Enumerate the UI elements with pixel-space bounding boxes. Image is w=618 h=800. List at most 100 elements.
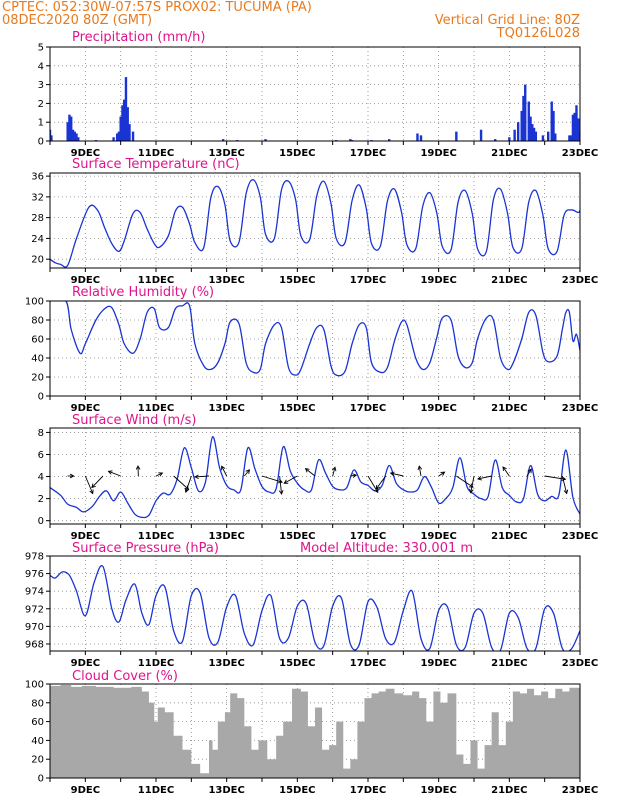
cloud-cover-xtick-label: 11DEC — [138, 785, 174, 796]
precip-bar — [66, 122, 69, 141]
precip-bar — [75, 133, 78, 141]
precipitation-xtick-label: 11DEC — [138, 148, 174, 159]
cloud-cover-frame — [49, 683, 581, 779]
wind-arrow-head — [469, 488, 474, 494]
precip-bar — [573, 112, 576, 141]
wind-arrow-head — [91, 483, 96, 489]
wind-arrow — [470, 475, 475, 493]
precip-bar — [529, 116, 532, 141]
wind-arrow — [477, 475, 492, 480]
wind-xtick-label: 23DEC — [562, 531, 598, 542]
precipitation-ytick-label: 2 — [38, 99, 44, 110]
wind-arrow — [526, 468, 532, 477]
wind-arrow-head — [389, 471, 395, 477]
precipitation-title: Precipitation (mm/h) — [72, 30, 205, 45]
wind-arrow-head — [561, 476, 567, 482]
wind-arrow-head — [69, 473, 75, 479]
wind-title: Surface Wind (m/s) — [72, 413, 196, 428]
precip-bar — [121, 105, 124, 141]
temperature-title: Surface Temperature (nC) — [72, 157, 240, 172]
temperature-ytick-label: 32 — [31, 192, 44, 203]
precip-bar — [416, 133, 419, 141]
wind-arrow — [91, 475, 104, 488]
precip-bar — [71, 129, 75, 141]
wind-arrow — [243, 469, 250, 477]
temperature-xtick-label: 23DEC — [562, 275, 598, 286]
precip-bar — [534, 131, 538, 141]
wind-arrow-head — [135, 465, 141, 470]
wind-line — [50, 436, 580, 519]
precip-bar — [119, 116, 122, 141]
wind-arrow-head — [245, 469, 251, 474]
pressure-xtick-label: 9DEC — [71, 658, 100, 669]
precip-bar — [554, 133, 557, 141]
humidity-xtick-label: 15DEC — [279, 403, 315, 414]
pressure-xtick-label: 19DEC — [420, 658, 456, 669]
wind-arrow — [390, 472, 404, 477]
precipitation-xtick-label: 15DEC — [279, 148, 315, 159]
precip-bar — [349, 139, 352, 141]
wind-arrow — [279, 475, 282, 494]
precip-bar — [131, 131, 135, 141]
precipitation-ytick-label: 5 — [38, 43, 44, 54]
pressure-ytick-label: 978 — [25, 552, 44, 563]
wind-arrow — [418, 466, 422, 477]
pressure-xtick-label: 21DEC — [491, 658, 527, 669]
humidity-ytick-label: 20 — [31, 373, 44, 384]
precip-bar — [569, 135, 573, 141]
precip-bar — [568, 135, 571, 141]
humidity-title: Relative Humidity (%) — [72, 285, 214, 300]
precip-bar — [221, 139, 225, 141]
precipitation-xtick-label: 19DEC — [420, 148, 456, 159]
cloud-cover-ytick-label: 40 — [31, 736, 44, 747]
humidity-xtick-label: 19DEC — [420, 403, 456, 414]
cloud-cover-ytick-label: 60 — [31, 717, 44, 728]
precipitation-xtick-label: 21DEC — [491, 148, 527, 159]
pressure-ytick-label: 970 — [25, 622, 44, 633]
temperature-frame — [49, 172, 581, 269]
precip-bar — [494, 139, 497, 141]
pressure-ytick-label: 974 — [25, 587, 44, 598]
pressure-frame — [49, 555, 581, 652]
wind-arrow — [544, 475, 566, 480]
model-altitude-label: Model Altitude: 330.001 m — [300, 541, 473, 556]
temperature-xtick-label: 9DEC — [71, 275, 100, 286]
wind-ytick-label: 6 — [38, 450, 44, 461]
pressure-title: Surface Pressure (hPa) — [72, 541, 219, 556]
precip-bar — [513, 129, 516, 141]
temperature-xtick-label: 13DEC — [208, 275, 244, 286]
cloud-cover-panel: 0 20 40 60 80 100 9DEC 11DEC 13DEC 15DEC 17DEC 19DE… — [25, 680, 598, 797]
pressure-ytick-label: 972 — [25, 604, 44, 615]
precip-bar — [455, 131, 458, 141]
wind-arrow — [221, 465, 228, 477]
cloud-cover-xtick-label: 19DEC — [420, 785, 456, 796]
wind-arrow — [185, 475, 192, 493]
precip-bar — [571, 114, 575, 141]
wind-arrow-head — [304, 468, 310, 473]
wind-arrow-head — [477, 475, 482, 481]
pressure-panel: 968 970 972 974 976 978 9DEC 11DEC 13DEC 15DEC 17D… — [25, 552, 598, 670]
precip-bar — [577, 118, 580, 141]
precipitation-xtick-label: 23DEC — [562, 148, 598, 159]
precip-bar — [508, 137, 511, 141]
precip-bar — [547, 131, 550, 141]
precip-bar — [578, 131, 580, 141]
wind-arrow-head — [331, 466, 337, 472]
wind-panel: 0 2 4 6 8 9DEC 11DEC 13DEC 15DEC 17DEC 19DEC 21DEC 2… — [38, 427, 598, 542]
wind-arrow — [438, 471, 445, 477]
wind-arrow-head — [158, 472, 164, 477]
pressure-line — [50, 564, 580, 651]
humidity-ytick-label: 80 — [31, 316, 44, 327]
precipitation-xtick-label: 17DEC — [350, 148, 386, 159]
wind-arrow-head — [352, 473, 358, 478]
precipitation-panel: 0 1 2 3 4 5 9DEC 11DEC 13DEC 15DEC 17DEC 19DEC 21DEC… — [38, 43, 599, 160]
wind-arrow-head — [89, 489, 94, 495]
wind-arrow — [155, 472, 163, 477]
wind-arrow-head — [283, 479, 289, 484]
temperature-xtick-label: 19DEC — [420, 275, 456, 286]
precip-bar — [479, 129, 483, 141]
humidity-ytick-label: 0 — [38, 392, 44, 403]
cloud-cover-xtick-label: 23DEC — [562, 785, 598, 796]
precip-bar — [524, 84, 527, 141]
